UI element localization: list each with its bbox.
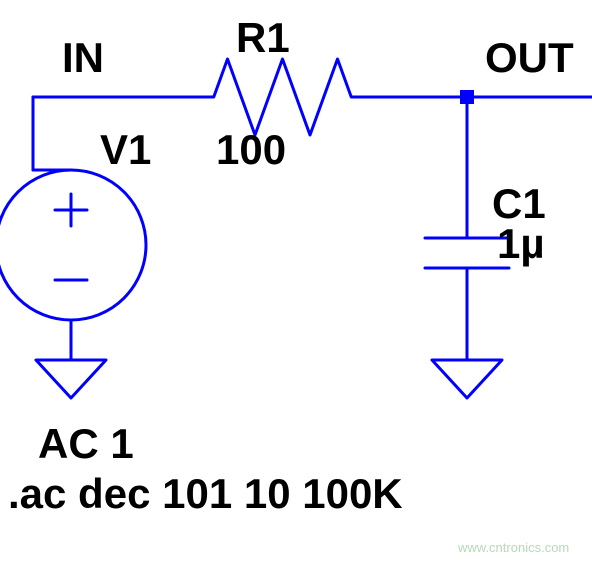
node-out-label: OUT	[485, 34, 574, 82]
r1-value-label: 100	[216, 126, 286, 174]
c1-value-label: 1µ	[497, 220, 545, 268]
node-in-label: IN	[62, 34, 104, 82]
watermark-text: www.cntronics.com	[458, 540, 569, 555]
r1-name-label: R1	[236, 14, 290, 62]
v1-name-label: V1	[100, 126, 151, 174]
v1-value-label: AC 1	[38, 420, 134, 468]
spice-directive: .ac dec 101 10 100K	[8, 470, 403, 518]
